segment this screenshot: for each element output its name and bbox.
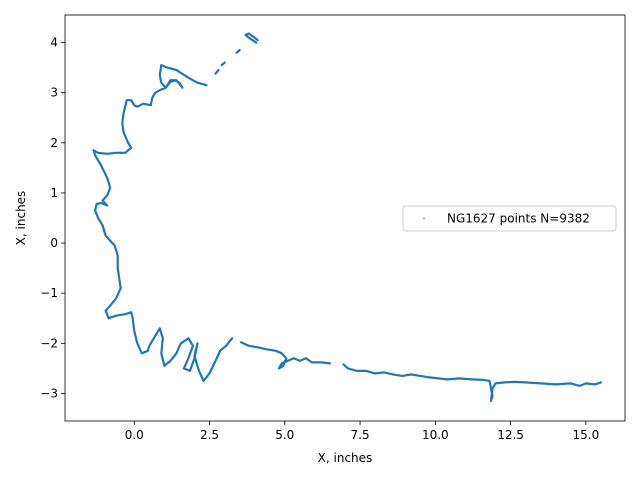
legend-marker [423,217,425,220]
x-tick-label: 10.0 [422,428,449,442]
y-tick-label: 3 [50,86,58,100]
x-tick-label: 12.5 [497,428,524,442]
y-tick-label: −2 [40,336,58,350]
point-trace [342,363,603,403]
point-trace [240,341,331,370]
x-axis-ticks: 0.0 2.5 5.0 7.5 10.0 12.5 15.0 [125,421,600,442]
y-axis-ticks: −3 −2 −1 0 1 2 3 4 [40,36,65,400]
legend-label: NG1627 points N=9382 [447,212,590,226]
x-tick-label: 2.5 [200,428,219,442]
legend: NG1627 points N=9382 [402,205,617,232]
x-axis-label: X, inches [318,451,373,465]
y-tick-label: 0 [50,236,58,250]
x-tick-label: 0.0 [125,428,144,442]
point-trace [214,68,220,75]
y-tick-label: −1 [40,286,58,300]
point-trace [92,63,234,382]
legend-box [402,205,617,232]
y-tick-label: −3 [40,386,58,400]
point-trace [220,61,226,67]
x-tick-label: 5.0 [275,428,294,442]
point-trace [235,48,241,54]
point-trace [244,32,259,44]
x-tick-label: 15.0 [573,428,600,442]
y-axis-label: X, inches [14,191,28,246]
x-tick-label: 7.5 [351,428,370,442]
y-tick-label: 2 [50,136,58,150]
y-tick-label: 1 [50,186,58,200]
data-points [92,32,603,403]
y-tick-label: 4 [50,36,58,50]
